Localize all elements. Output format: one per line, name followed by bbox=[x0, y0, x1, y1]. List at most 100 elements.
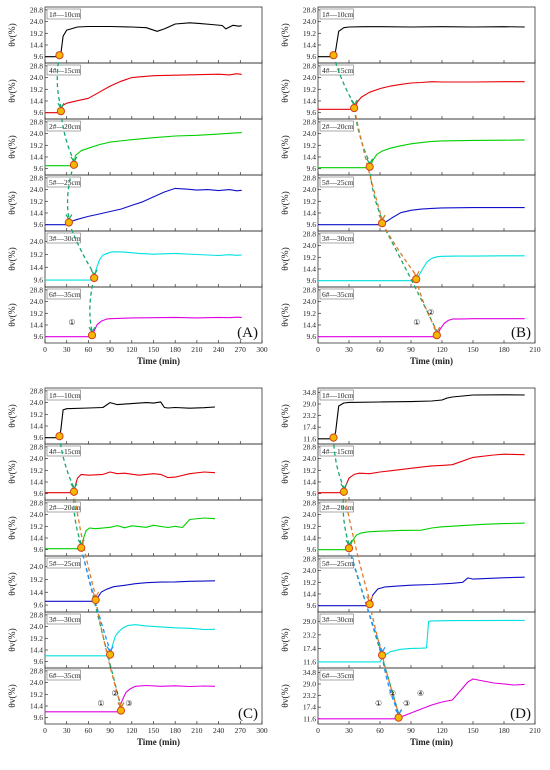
flow-path-marker: ② bbox=[389, 689, 396, 698]
x-tick-label: 210 bbox=[191, 345, 203, 354]
x-tick-label: 180 bbox=[498, 726, 510, 735]
y-tick-label: 14.4 bbox=[30, 701, 43, 710]
subplot-1: 9.6 14.4 19.2 24.0 28.8 1#—10cm θv(%) bbox=[7, 386, 263, 445]
y-tick-label: 28.8 bbox=[303, 498, 316, 507]
panel-b: 9.6 14.4 19.2 24.0 28.8 1#—10cm θv(%) 9.6 14.4 19… bbox=[280, 5, 541, 366]
y-tick-label: 9.6 bbox=[307, 164, 317, 173]
flow-path-marker: ① bbox=[413, 318, 420, 327]
y-tick-label: 19.2 bbox=[30, 410, 43, 419]
y-tick-label: 9.6 bbox=[307, 332, 317, 341]
y-tick-label: 14.4 bbox=[30, 320, 43, 329]
sensor-label: 5#—25cm bbox=[49, 178, 81, 187]
sensor-label: 4#—15cm bbox=[49, 66, 81, 75]
event-point bbox=[55, 432, 64, 441]
subplot-2: 9.6 14.4 19.2 24.0 28.8 4#—15cm θv(%) bbox=[7, 442, 263, 501]
series-line bbox=[45, 517, 216, 550]
sensor-label-box bbox=[46, 501, 81, 513]
y-tick-label: 14.4 bbox=[30, 588, 43, 597]
x-axis-label: Time (min) bbox=[410, 356, 453, 366]
y-tick-label: 11.6 bbox=[303, 714, 316, 723]
y-tick-label: 14.4 bbox=[303, 320, 316, 329]
sensor-label: 1#—10cm bbox=[49, 391, 81, 400]
y-tick-label: 19.2 bbox=[30, 466, 43, 475]
y-tick-label: 14.4 bbox=[30, 40, 43, 49]
event-point bbox=[106, 650, 115, 659]
subplot-6: 9.6 14.4 19.2 24.0 28.8 6#—35cm θv(%) bbox=[280, 285, 536, 344]
sensor-label-box bbox=[319, 232, 354, 244]
subplot-2: 9.6 14.4 19.2 24.0 28.8 4#—15cm θv(%) bbox=[280, 442, 536, 501]
sensor-label-box bbox=[319, 445, 354, 457]
series-line bbox=[318, 81, 525, 110]
series-line bbox=[318, 26, 525, 58]
sensor-label: 5#—25cm bbox=[322, 559, 354, 568]
y-axis-label: θv(%) bbox=[7, 684, 18, 708]
x-tick-label: 180 bbox=[170, 726, 182, 735]
panel-label: (B) bbox=[511, 325, 531, 341]
x-axis-label: Time (min) bbox=[410, 737, 453, 747]
flow-arrow bbox=[68, 222, 95, 275]
x-tick-label: 150 bbox=[148, 726, 160, 735]
y-tick-label: 24.0 bbox=[30, 510, 43, 519]
x-tick-label: 90 bbox=[407, 345, 415, 354]
y-axis-label: θv(%) bbox=[280, 79, 291, 103]
flow-path-marker: ③ bbox=[125, 699, 132, 708]
y-axis-label: θv(%) bbox=[280, 191, 291, 215]
x-tick-label: 60 bbox=[376, 345, 384, 354]
sensor-label: 1#—10cm bbox=[322, 10, 354, 19]
y-tick-label: 14.4 bbox=[303, 589, 316, 598]
flow-arrow bbox=[381, 655, 400, 714]
x-tick-label: 210 bbox=[529, 345, 541, 354]
sensor-label-box bbox=[319, 176, 354, 188]
y-tick-label: 19.2 bbox=[30, 690, 43, 699]
event-point bbox=[339, 487, 348, 496]
y-tick-label: 14.4 bbox=[30, 477, 43, 486]
y-tick-label: 28.8 bbox=[30, 498, 43, 507]
event-point bbox=[69, 487, 79, 496]
series-line bbox=[45, 316, 242, 338]
y-tick-label: 9.6 bbox=[34, 433, 44, 442]
y-tick-label: 28.8 bbox=[30, 173, 43, 182]
subplot-frame bbox=[317, 667, 536, 725]
y-axis-label: θv(%) bbox=[280, 303, 291, 327]
event-point bbox=[377, 219, 387, 228]
series-line bbox=[45, 401, 216, 439]
flow-arrow bbox=[66, 164, 75, 219]
y-tick-label: 34.8 bbox=[303, 388, 316, 397]
event-point bbox=[365, 162, 374, 171]
y-axis-label: θv(%) bbox=[7, 572, 18, 596]
y-tick-label: 28.8 bbox=[30, 442, 43, 451]
subplot-5: 11.6 17.4 23.2 29.0 3#—30cm θv(%) bbox=[280, 611, 536, 669]
subplot-3: 9.6 14.4 19.2 24.0 28.8 2#—20cm θv(%) bbox=[7, 117, 263, 176]
y-tick-label: 9.6 bbox=[34, 164, 44, 173]
sensor-label-box bbox=[319, 120, 354, 132]
flow-arrow bbox=[332, 437, 345, 488]
x-tick-label: 180 bbox=[170, 345, 182, 354]
event-point bbox=[56, 107, 66, 116]
y-axis-label: θv(%) bbox=[280, 684, 291, 708]
y-tick-label: 28.8 bbox=[30, 5, 43, 14]
event-point bbox=[55, 51, 64, 60]
panel-c: 9.6 14.4 19.2 24.0 28.8 1#—10cm θv(%) 9.6 14.4 19… bbox=[7, 386, 268, 747]
subplot-2: 9.6 14.4 19.2 24.0 28.8 4#—15cm θv(%) bbox=[7, 61, 263, 120]
y-tick-label: 17.4 bbox=[303, 703, 316, 712]
y-tick-label: 19.2 bbox=[303, 253, 316, 262]
subplot-6: 9.6 14.4 19.2 24.0 28.8 6#—35cm θv(%) bbox=[7, 285, 263, 344]
event-point bbox=[90, 273, 99, 283]
series-line bbox=[318, 619, 525, 663]
sensor-label-box bbox=[319, 613, 354, 625]
flow-arrow bbox=[58, 436, 75, 488]
y-tick-label: 19.2 bbox=[303, 141, 316, 150]
y-tick-label: 23.2 bbox=[303, 630, 316, 639]
y-tick-label: 14.4 bbox=[303, 533, 316, 542]
x-axis-label: Time (min) bbox=[137, 356, 180, 366]
event-point bbox=[432, 331, 441, 340]
y-tick-label: 19.2 bbox=[303, 578, 316, 587]
y-tick-label: 28.8 bbox=[303, 117, 316, 126]
panel-d: 11.6 17.4 23.2 29.0 34.8 1#—10cm θv(%) 9.6 14.4 1… bbox=[280, 387, 541, 747]
x-tick-label: 120 bbox=[436, 726, 448, 735]
y-tick-label: 9.6 bbox=[34, 713, 44, 722]
sensor-label: 2#—20cm bbox=[49, 122, 81, 131]
flow-path-marker: ① bbox=[97, 699, 104, 708]
sensor-label: 3#—30cm bbox=[322, 615, 354, 624]
y-tick-label: 28.8 bbox=[303, 554, 316, 563]
